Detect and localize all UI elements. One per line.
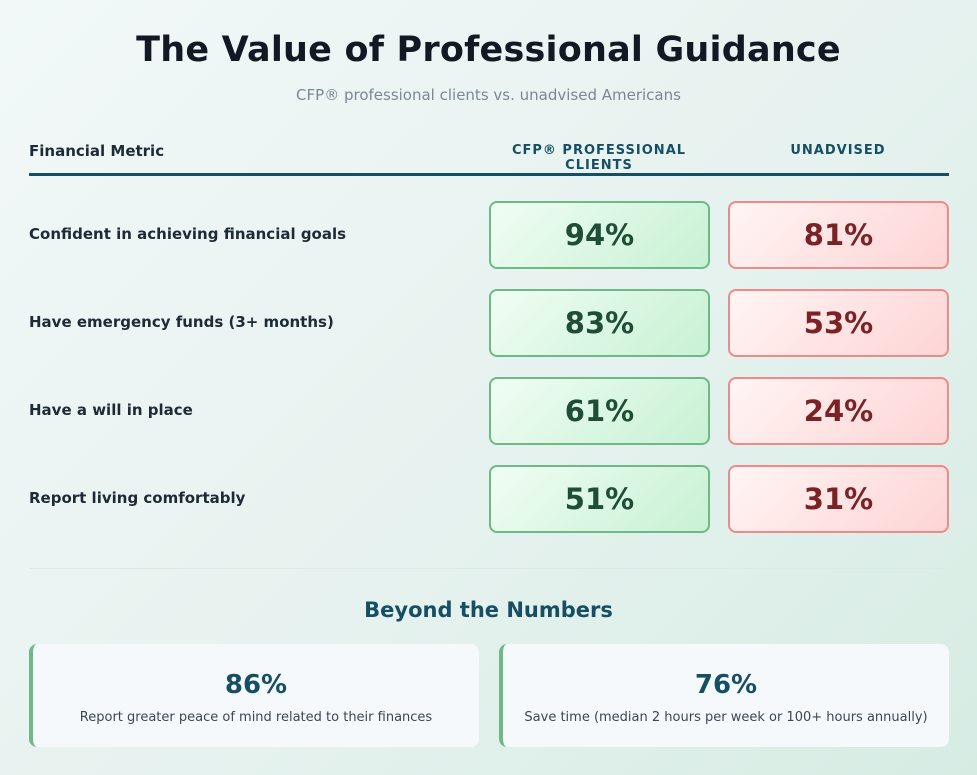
column-header-cfp: CFP® PROFESSIONAL CLIENTS: [511, 143, 687, 173]
page-subtitle: CFP® professional clients vs. unadvised …: [296, 86, 681, 104]
metric-label: Report living comfortably: [29, 489, 246, 507]
metric-label: Have emergency funds (3+ months): [29, 313, 334, 331]
cfp-value-cell: 94%: [489, 201, 710, 269]
section-title: Beyond the Numbers: [364, 598, 613, 622]
table-row: Have a will in place 61% 24%: [29, 377, 949, 445]
table-header: Financial Metric CFP® PROFESSIONAL CLIEN…: [29, 130, 949, 176]
stat-description: Report greater peace of mind related to …: [79, 710, 433, 725]
cfp-value-cell: 83%: [489, 289, 710, 357]
unadvised-value-cell: 24%: [728, 377, 949, 445]
stat-card-save-time: 76% Save time (median 2 hours per week o…: [499, 644, 949, 747]
page-title: The Value of Professional Guidance: [136, 30, 841, 70]
stat-value: 86%: [224, 670, 288, 700]
column-header-metric: Financial Metric: [29, 142, 165, 160]
table-row: Report living comfortably 51% 31%: [29, 465, 949, 533]
cfp-value-cell: 51%: [489, 465, 710, 533]
stat-description: Save time (median 2 hours per week or 10…: [524, 710, 928, 725]
unadvised-value-cell: 53%: [728, 289, 949, 357]
metric-label: Have a will in place: [29, 401, 193, 419]
section-divider: [29, 568, 949, 569]
unadvised-value-cell: 31%: [728, 465, 949, 533]
table-row: Have emergency funds (3+ months) 83% 53%: [29, 289, 949, 357]
stat-value: 76%: [694, 670, 758, 700]
cfp-value-cell: 61%: [489, 377, 710, 445]
unadvised-value-cell: 81%: [728, 201, 949, 269]
stat-card-peace-of-mind: 86% Report greater peace of mind related…: [29, 644, 479, 747]
metric-label: Confident in achieving financial goals: [29, 225, 347, 243]
table-row: Confident in achieving financial goals 9…: [29, 201, 949, 269]
column-header-unadvised: UNADVISED: [790, 143, 886, 158]
